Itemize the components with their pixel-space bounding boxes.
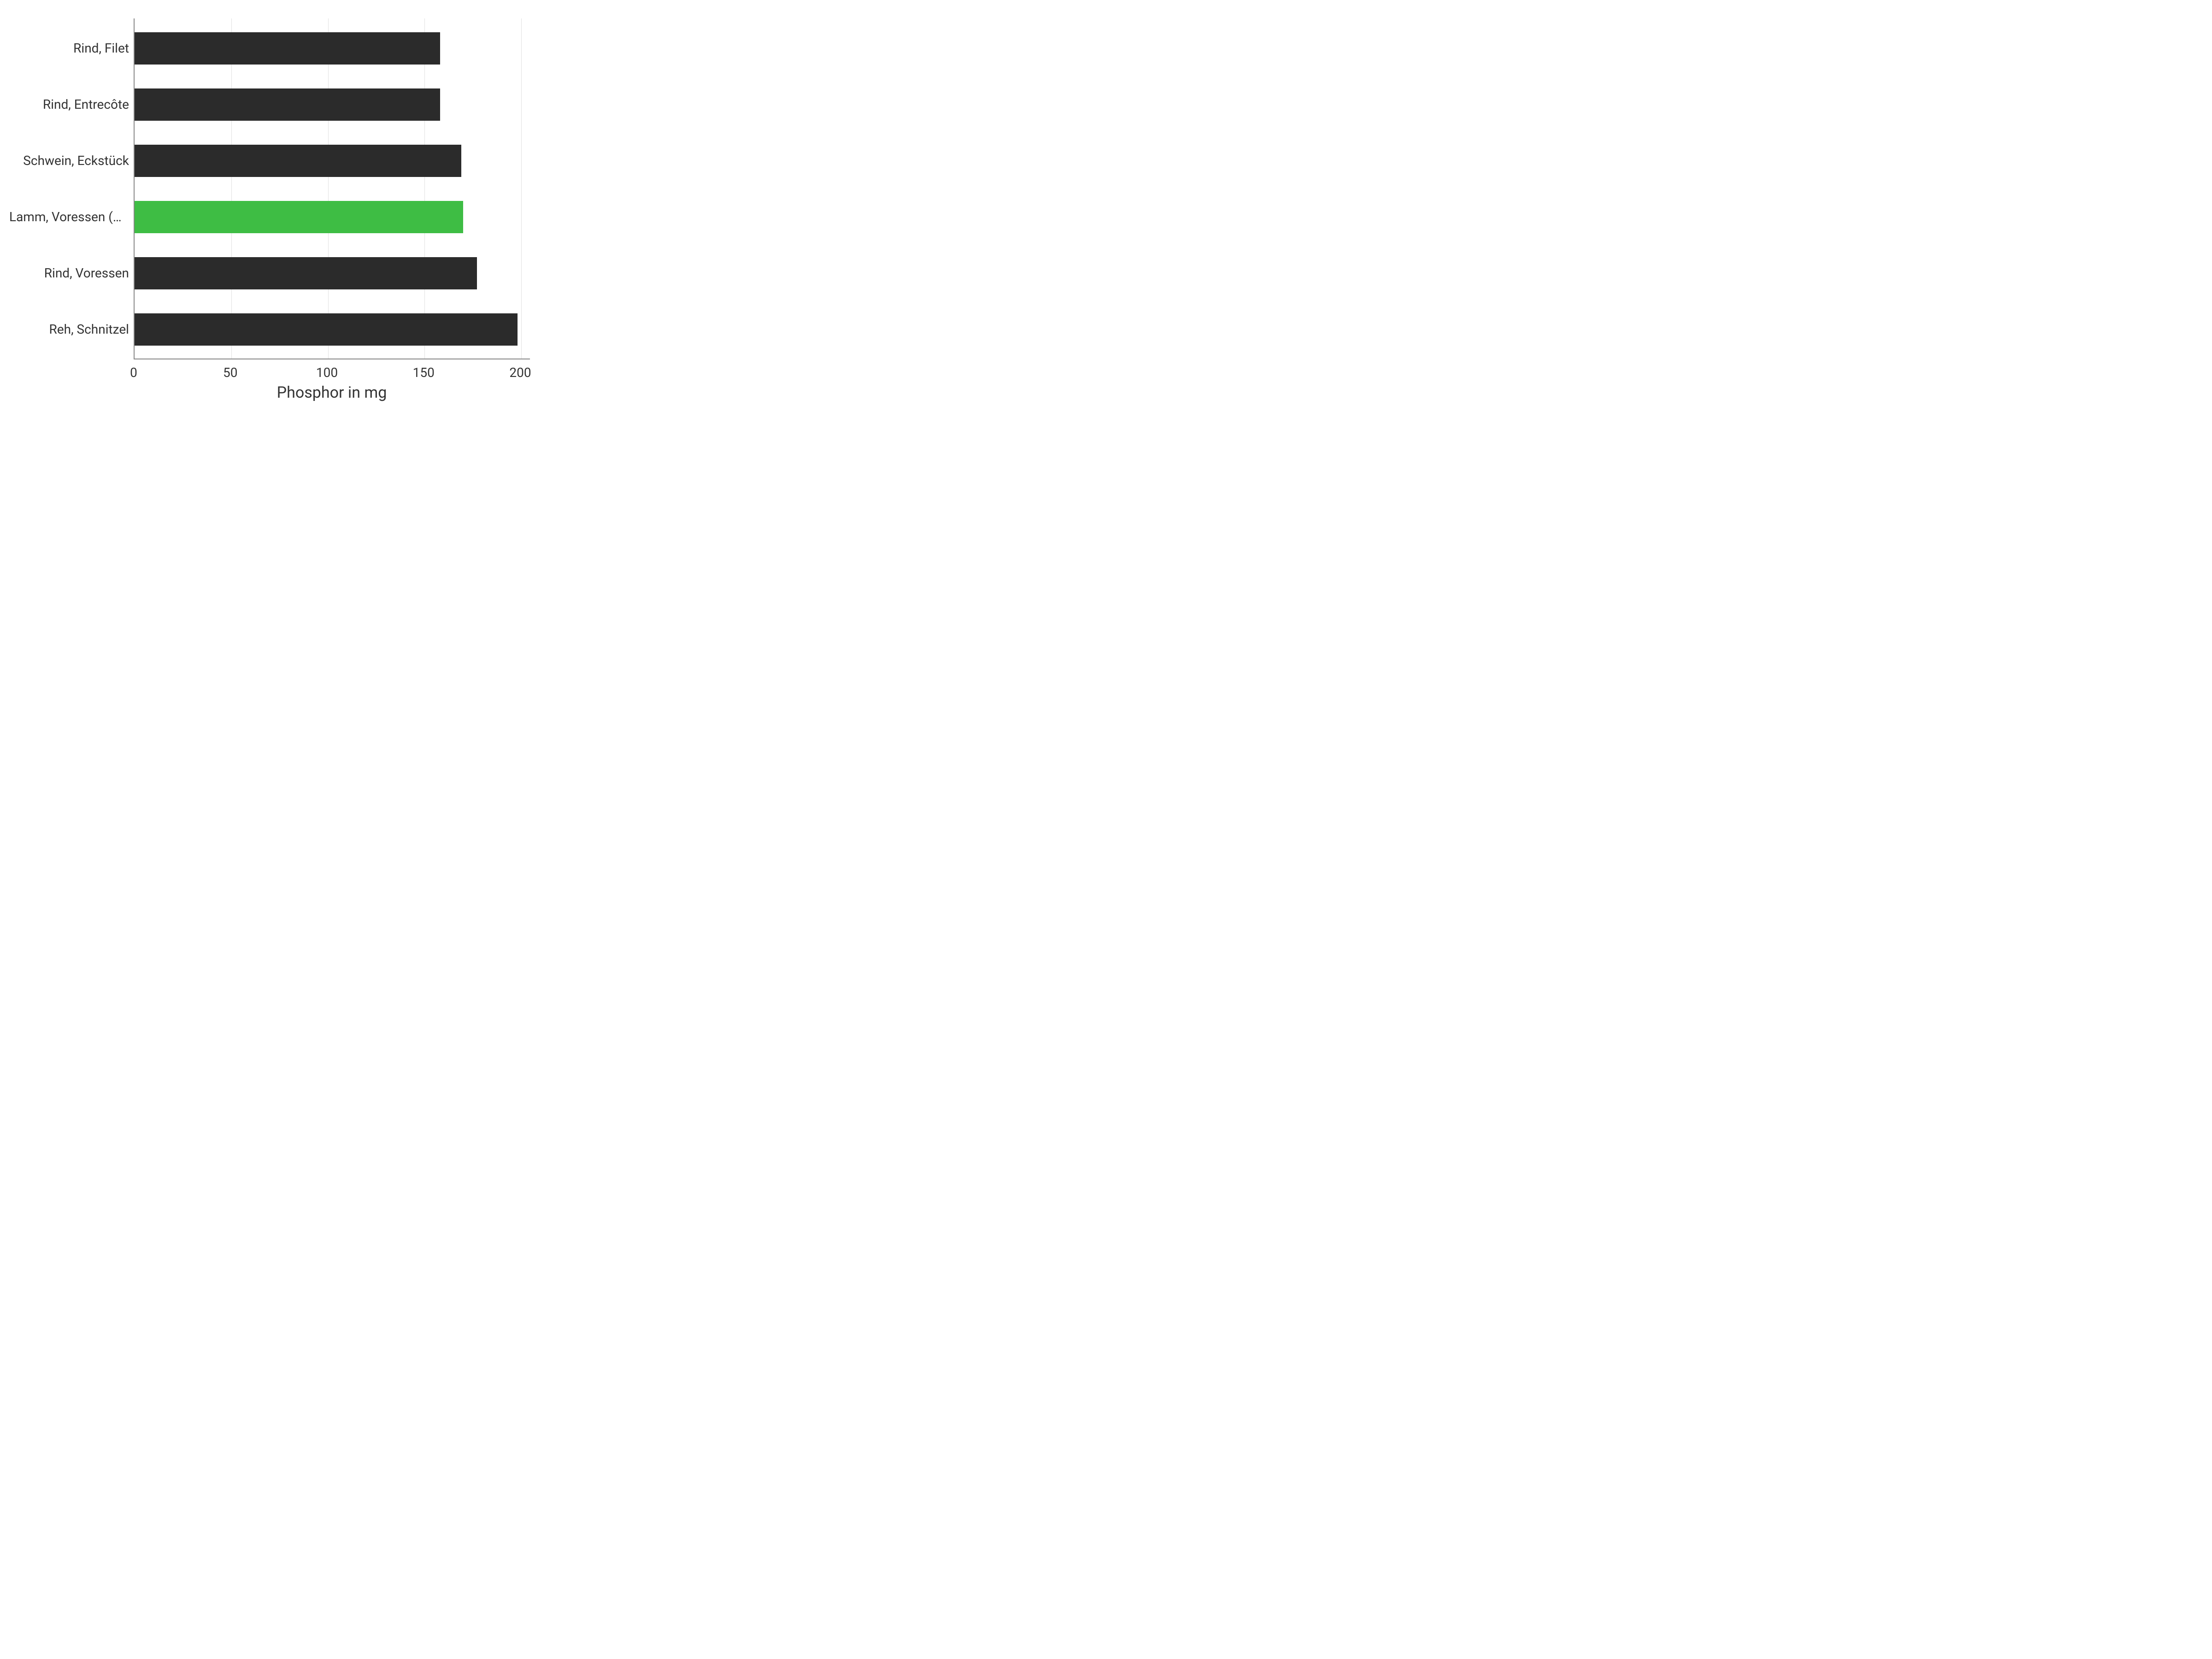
- bar: [135, 201, 463, 233]
- bar: [135, 313, 518, 346]
- bar-row: [135, 88, 440, 121]
- gridline: [521, 18, 522, 359]
- bar: [135, 145, 461, 177]
- bar-row: [135, 201, 463, 233]
- x-axis-title: Phosphor in mg: [134, 383, 530, 402]
- y-category-label: Rind, Voressen: [9, 265, 129, 281]
- bar-row: [135, 313, 518, 346]
- gridline: [231, 18, 232, 359]
- bar-row: [135, 32, 440, 65]
- plot-area: [134, 18, 530, 359]
- bar: [135, 88, 440, 121]
- x-tick-label: 100: [316, 365, 338, 380]
- x-tick-label: 50: [223, 365, 237, 380]
- y-category-label: Reh, Schnitzel: [9, 322, 129, 337]
- phosphor-bar-chart: Phosphor in mg 0 50 100 150 200 Rind, Filet Ri…: [0, 0, 553, 415]
- y-category-label: Rind, Entrecôte: [9, 97, 129, 112]
- x-tick-label: 150: [413, 365, 435, 380]
- gridline: [424, 18, 425, 359]
- bar: [135, 257, 477, 289]
- bar-row: [135, 257, 477, 289]
- bar-row: [135, 145, 461, 177]
- gridline: [328, 18, 329, 359]
- y-category-label: Rind, Filet: [9, 41, 129, 56]
- x-tick-label: 0: [130, 365, 137, 380]
- x-tick-label: 200: [509, 365, 531, 380]
- y-category-label: Schwein, Eckstück: [9, 153, 129, 169]
- y-category-label: Lamm, Voressen (S...: [9, 209, 129, 225]
- bar: [135, 32, 440, 65]
